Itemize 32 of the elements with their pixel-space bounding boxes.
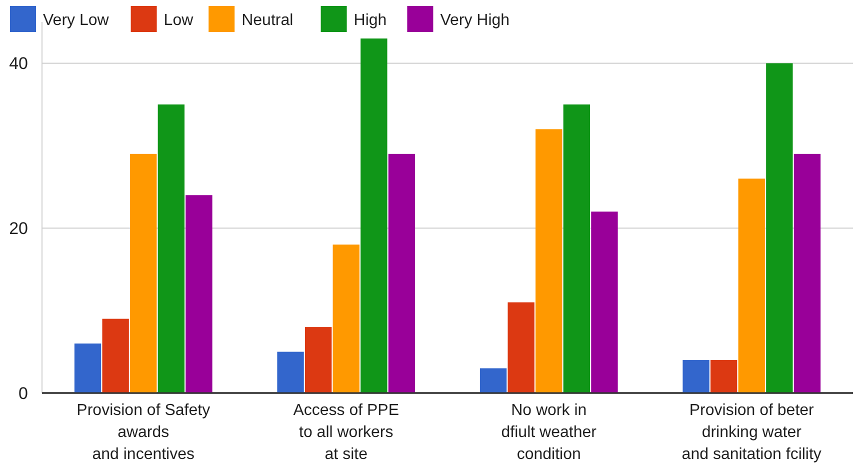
bar [304,327,332,393]
bar [102,318,129,393]
y-tick-label: 20 [9,219,28,238]
bar [591,212,618,393]
x-tick-label: Provision of Safety awards and incentives [76,402,210,463]
legend-label: Very Low [43,12,110,29]
x-tick-label: No work in dfiult weather condition [501,402,598,463]
bar [508,302,534,393]
bar [360,38,388,393]
legend-label: Neutral [242,12,294,29]
bar [158,104,185,393]
y-tick-label: 0 [18,384,28,403]
bar [794,154,821,393]
bar [74,344,102,393]
x-tick-label: Provision of beter drinking water and sanitation fcility [682,402,822,463]
legend-label: Low [164,12,194,29]
y-tick-label: 40 [9,54,28,74]
bar [388,154,416,393]
bar [130,154,157,393]
bar [536,129,562,393]
bar [480,368,507,393]
bar [766,63,793,393]
bar [710,360,738,393]
bar [563,104,590,393]
bar [186,195,212,393]
bar [277,352,304,393]
legend-label: Very High [440,12,510,29]
legend-label: High [354,12,387,29]
bar [682,360,710,393]
bar [332,244,360,393]
x-tick-label: Access of PPE to all workers at site [293,402,400,463]
bar [738,178,765,393]
